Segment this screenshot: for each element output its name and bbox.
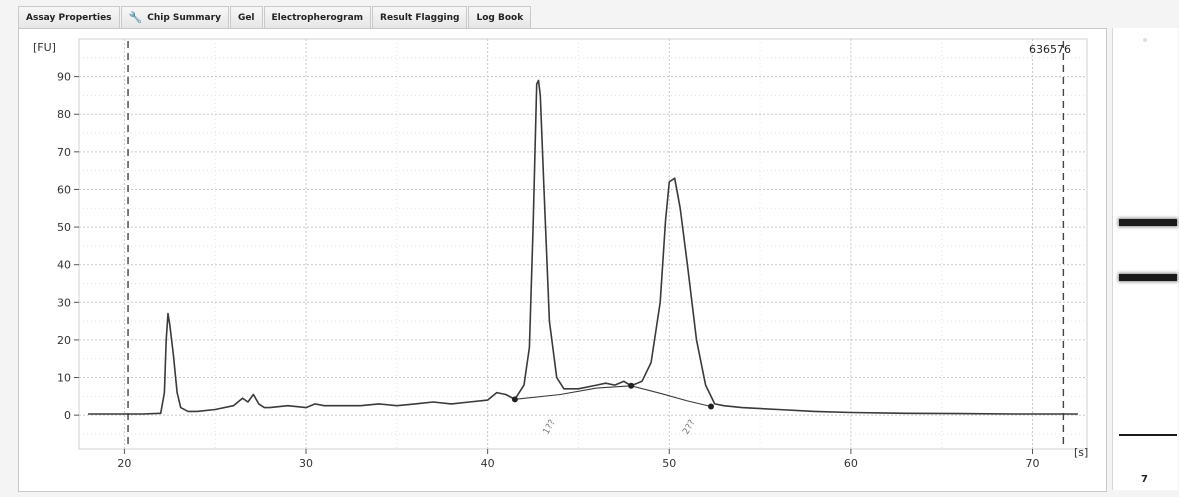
x-tick-label: 60	[844, 457, 858, 470]
gel-band	[1119, 433, 1177, 436]
sample-id-label: 636576	[1029, 43, 1071, 56]
baseline-segment	[630, 385, 712, 408]
y-tick-label: 20	[57, 334, 71, 347]
gel-band	[1119, 218, 1177, 226]
y-tick-label: 10	[57, 372, 71, 385]
tab-result-flagging[interactable]: Result Flagging	[372, 6, 468, 28]
x-tick-label: 70	[1026, 457, 1040, 470]
y-tick-label: 90	[57, 71, 71, 84]
y-tick-label: 60	[57, 183, 71, 196]
plot-frame	[78, 38, 1088, 450]
y-tick-label: 70	[57, 146, 71, 159]
tab-label: Gel	[237, 12, 255, 23]
fluorescence-trace	[88, 79, 1078, 415]
integration-point	[511, 396, 518, 403]
tab-log-book[interactable]: Log Book	[468, 6, 532, 28]
lane-label: 7	[1141, 474, 1148, 485]
x-tick-label: 40	[481, 457, 495, 470]
integration-point	[708, 403, 715, 410]
tab-label: Result Flagging	[380, 12, 460, 23]
gel-lane: 7	[1112, 28, 1178, 490]
y-tick-label: 30	[57, 296, 71, 309]
y-tick-label: 40	[57, 259, 71, 272]
tab-assay-properties[interactable]: Assay Properties	[18, 6, 120, 28]
y-tick-label: 0	[64, 409, 71, 422]
tab-gel[interactable]: Gel	[229, 6, 263, 28]
y-tick-label: 80	[57, 108, 71, 121]
gel-band	[1119, 273, 1177, 281]
tab-label: Chip Summary	[147, 12, 221, 23]
x-axis-label: [s]	[1074, 446, 1088, 459]
tab-chip-summary[interactable]: 🔧 Chip Summary	[120, 6, 229, 28]
x-tick-label: 50	[662, 457, 676, 470]
baseline-segment	[514, 385, 632, 400]
x-tick-label: 20	[117, 457, 131, 470]
wrench-icon: 🔧	[128, 11, 143, 24]
integration-point	[628, 382, 635, 389]
electropherogram-panel: 0 10 20 30 40 50 60 70 80 90 20 30 40 50 60 70 1?? 2?? […	[18, 28, 1107, 492]
tab-label: Assay Properties	[26, 12, 112, 23]
y-tick-label: 50	[57, 221, 71, 234]
tab-label: Log Book	[476, 12, 524, 23]
tab-bar: Assay Properties 🔧 Chip Summary Gel Elect…	[18, 6, 533, 29]
y-axis-label: [FU]	[33, 41, 56, 54]
tab-label: Electropherogram	[271, 12, 364, 23]
gel-top-marker	[1143, 38, 1147, 42]
tab-electropherogram[interactable]: Electropherogram	[263, 6, 372, 28]
x-tick-label: 30	[299, 457, 313, 470]
